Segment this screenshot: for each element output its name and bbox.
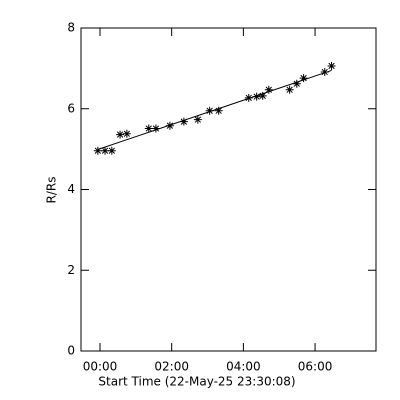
data-point <box>116 130 125 139</box>
data-point <box>151 124 160 133</box>
data-point <box>193 115 202 124</box>
y-tick-label: 0 <box>67 344 75 358</box>
x-tick-label: 02:00 <box>154 360 189 374</box>
x-tick-label: 00:00 <box>83 360 118 374</box>
data-point <box>327 61 336 70</box>
fit-line <box>97 69 332 150</box>
data-point <box>93 146 102 155</box>
y-tick-label: 2 <box>67 263 75 277</box>
y-tick-label: 8 <box>67 21 75 35</box>
y-tick-label: 4 <box>67 182 75 196</box>
data-point <box>252 92 261 101</box>
plot-frame <box>80 27 377 352</box>
data-point <box>205 106 214 115</box>
data-point <box>165 121 174 130</box>
data-point <box>107 146 116 155</box>
y-axis-label: R/Rs <box>45 177 59 204</box>
data-point <box>144 124 153 133</box>
data-point <box>122 129 131 138</box>
data-point <box>214 106 223 115</box>
data-point <box>320 68 329 77</box>
data-point <box>179 117 188 126</box>
x-axis-label: Start Time (22-May-25 23:30:08) <box>98 375 295 389</box>
data-point <box>264 85 273 94</box>
data-point <box>258 91 267 100</box>
data-point <box>292 79 301 88</box>
data-point <box>101 146 110 155</box>
data-point <box>244 93 253 102</box>
x-tick-label: 04:00 <box>226 360 261 374</box>
data-point <box>285 85 294 94</box>
data-point <box>299 74 308 83</box>
y-tick-label: 6 <box>67 101 75 115</box>
x-tick-label: 06:00 <box>298 360 333 374</box>
